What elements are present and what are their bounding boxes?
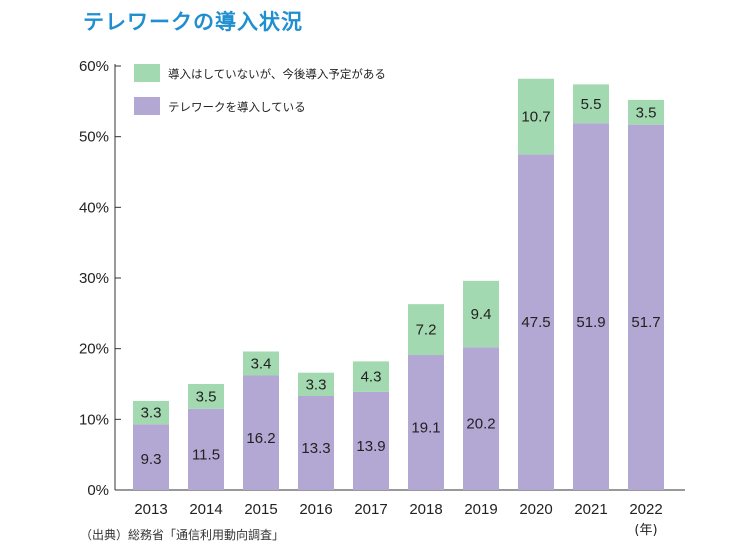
y-tick-label: 30%	[79, 270, 109, 287]
y-tick-label: 20%	[79, 341, 109, 358]
label-layer: 9.3 3.3 2013 11.5 3.5 2014 16.2 3.4 2015 13.3 3.3 2…	[134, 96, 662, 538]
bar-segment-planned	[188, 384, 224, 409]
bar-segment-adopted	[408, 355, 444, 490]
x-tick-label: 2013	[134, 501, 167, 518]
bar-value-label: 5.5	[581, 96, 602, 113]
x-tick-label: 2020	[519, 501, 552, 518]
bar-value-label: 47.5	[521, 314, 550, 331]
bar-segment-adopted	[628, 124, 664, 491]
bar-segment-planned	[518, 78, 554, 155]
bar-value-label: 9.4	[471, 306, 492, 323]
y-tick-label: 10%	[79, 411, 109, 428]
x-tick-label: 2017	[354, 501, 387, 518]
bar-value-label: 9.3	[141, 451, 162, 468]
bar-value-label: 13.3	[301, 440, 330, 457]
x-tick-label: 2015	[244, 501, 277, 518]
legend-swatch	[134, 97, 160, 115]
bar-value-label: 3.4	[251, 356, 272, 373]
bar-segment-planned	[463, 280, 499, 348]
bar-segment-planned	[353, 361, 389, 392]
bar-segment-adopted	[463, 347, 499, 490]
bar-value-label: 3.5	[196, 388, 217, 405]
bar-segment-planned	[243, 351, 279, 376]
bar-value-label: 3.5	[636, 104, 657, 121]
bar-segment-planned	[408, 304, 444, 356]
y-tick-label: 50%	[79, 129, 109, 146]
bar-segment-adopted	[353, 391, 389, 490]
bar-value-label: 20.2	[466, 416, 495, 433]
legend-label: テレワークを導入している	[168, 100, 306, 114]
source-note: （出典）総務省「通信利用動向調査」	[80, 528, 285, 542]
x-tick-label: 2018	[409, 501, 442, 518]
bar-segment-adopted	[188, 408, 224, 490]
y-tick-label: 60%	[79, 58, 109, 75]
chart-title: テレワークの導入状況	[83, 10, 303, 34]
bar-segment-planned	[133, 400, 169, 425]
grid-layer: 0% 10% 20% 30% 40% 50% 60%	[79, 58, 685, 499]
y-tick-label: 40%	[79, 199, 109, 216]
bar-value-label: 13.9	[356, 438, 385, 455]
bar-value-label: 7.2	[416, 322, 437, 339]
bar-value-label: 16.2	[246, 430, 275, 447]
bar-segment-adopted	[298, 396, 334, 490]
bar-segment-planned	[628, 99, 664, 125]
bar-segment-adopted	[518, 154, 554, 491]
bar-segment-adopted	[573, 123, 609, 491]
bar-value-label: 19.1	[411, 420, 440, 437]
x-unit-label: (年)	[634, 523, 657, 538]
bar-value-label: 4.3	[361, 369, 382, 386]
bar-value-label: 51.9	[576, 314, 605, 331]
legend-label: 導入はしていないが、今後導入予定がある	[168, 67, 386, 81]
bar-segment-planned	[298, 372, 334, 397]
legend-swatch	[134, 64, 160, 82]
x-tick-label: 2019	[464, 501, 497, 518]
bar-value-label: 11.5	[192, 446, 220, 463]
bar-value-label: 10.7	[521, 109, 550, 126]
bar-segment-planned	[573, 84, 609, 124]
y-tick-label: 0%	[87, 482, 109, 499]
bar-layer	[133, 78, 664, 491]
x-tick-label: 2016	[299, 501, 332, 518]
bar-segment-adopted	[133, 424, 169, 490]
x-tick-label: 2014	[189, 501, 222, 518]
bar-value-label: 3.3	[141, 405, 162, 422]
bar-value-label: 51.7	[631, 314, 660, 331]
bar-segment-adopted	[243, 375, 279, 490]
bar-value-label: 3.3	[306, 376, 327, 393]
x-tick-label: 2021	[574, 501, 607, 518]
x-tick-label: 2022	[629, 501, 662, 518]
